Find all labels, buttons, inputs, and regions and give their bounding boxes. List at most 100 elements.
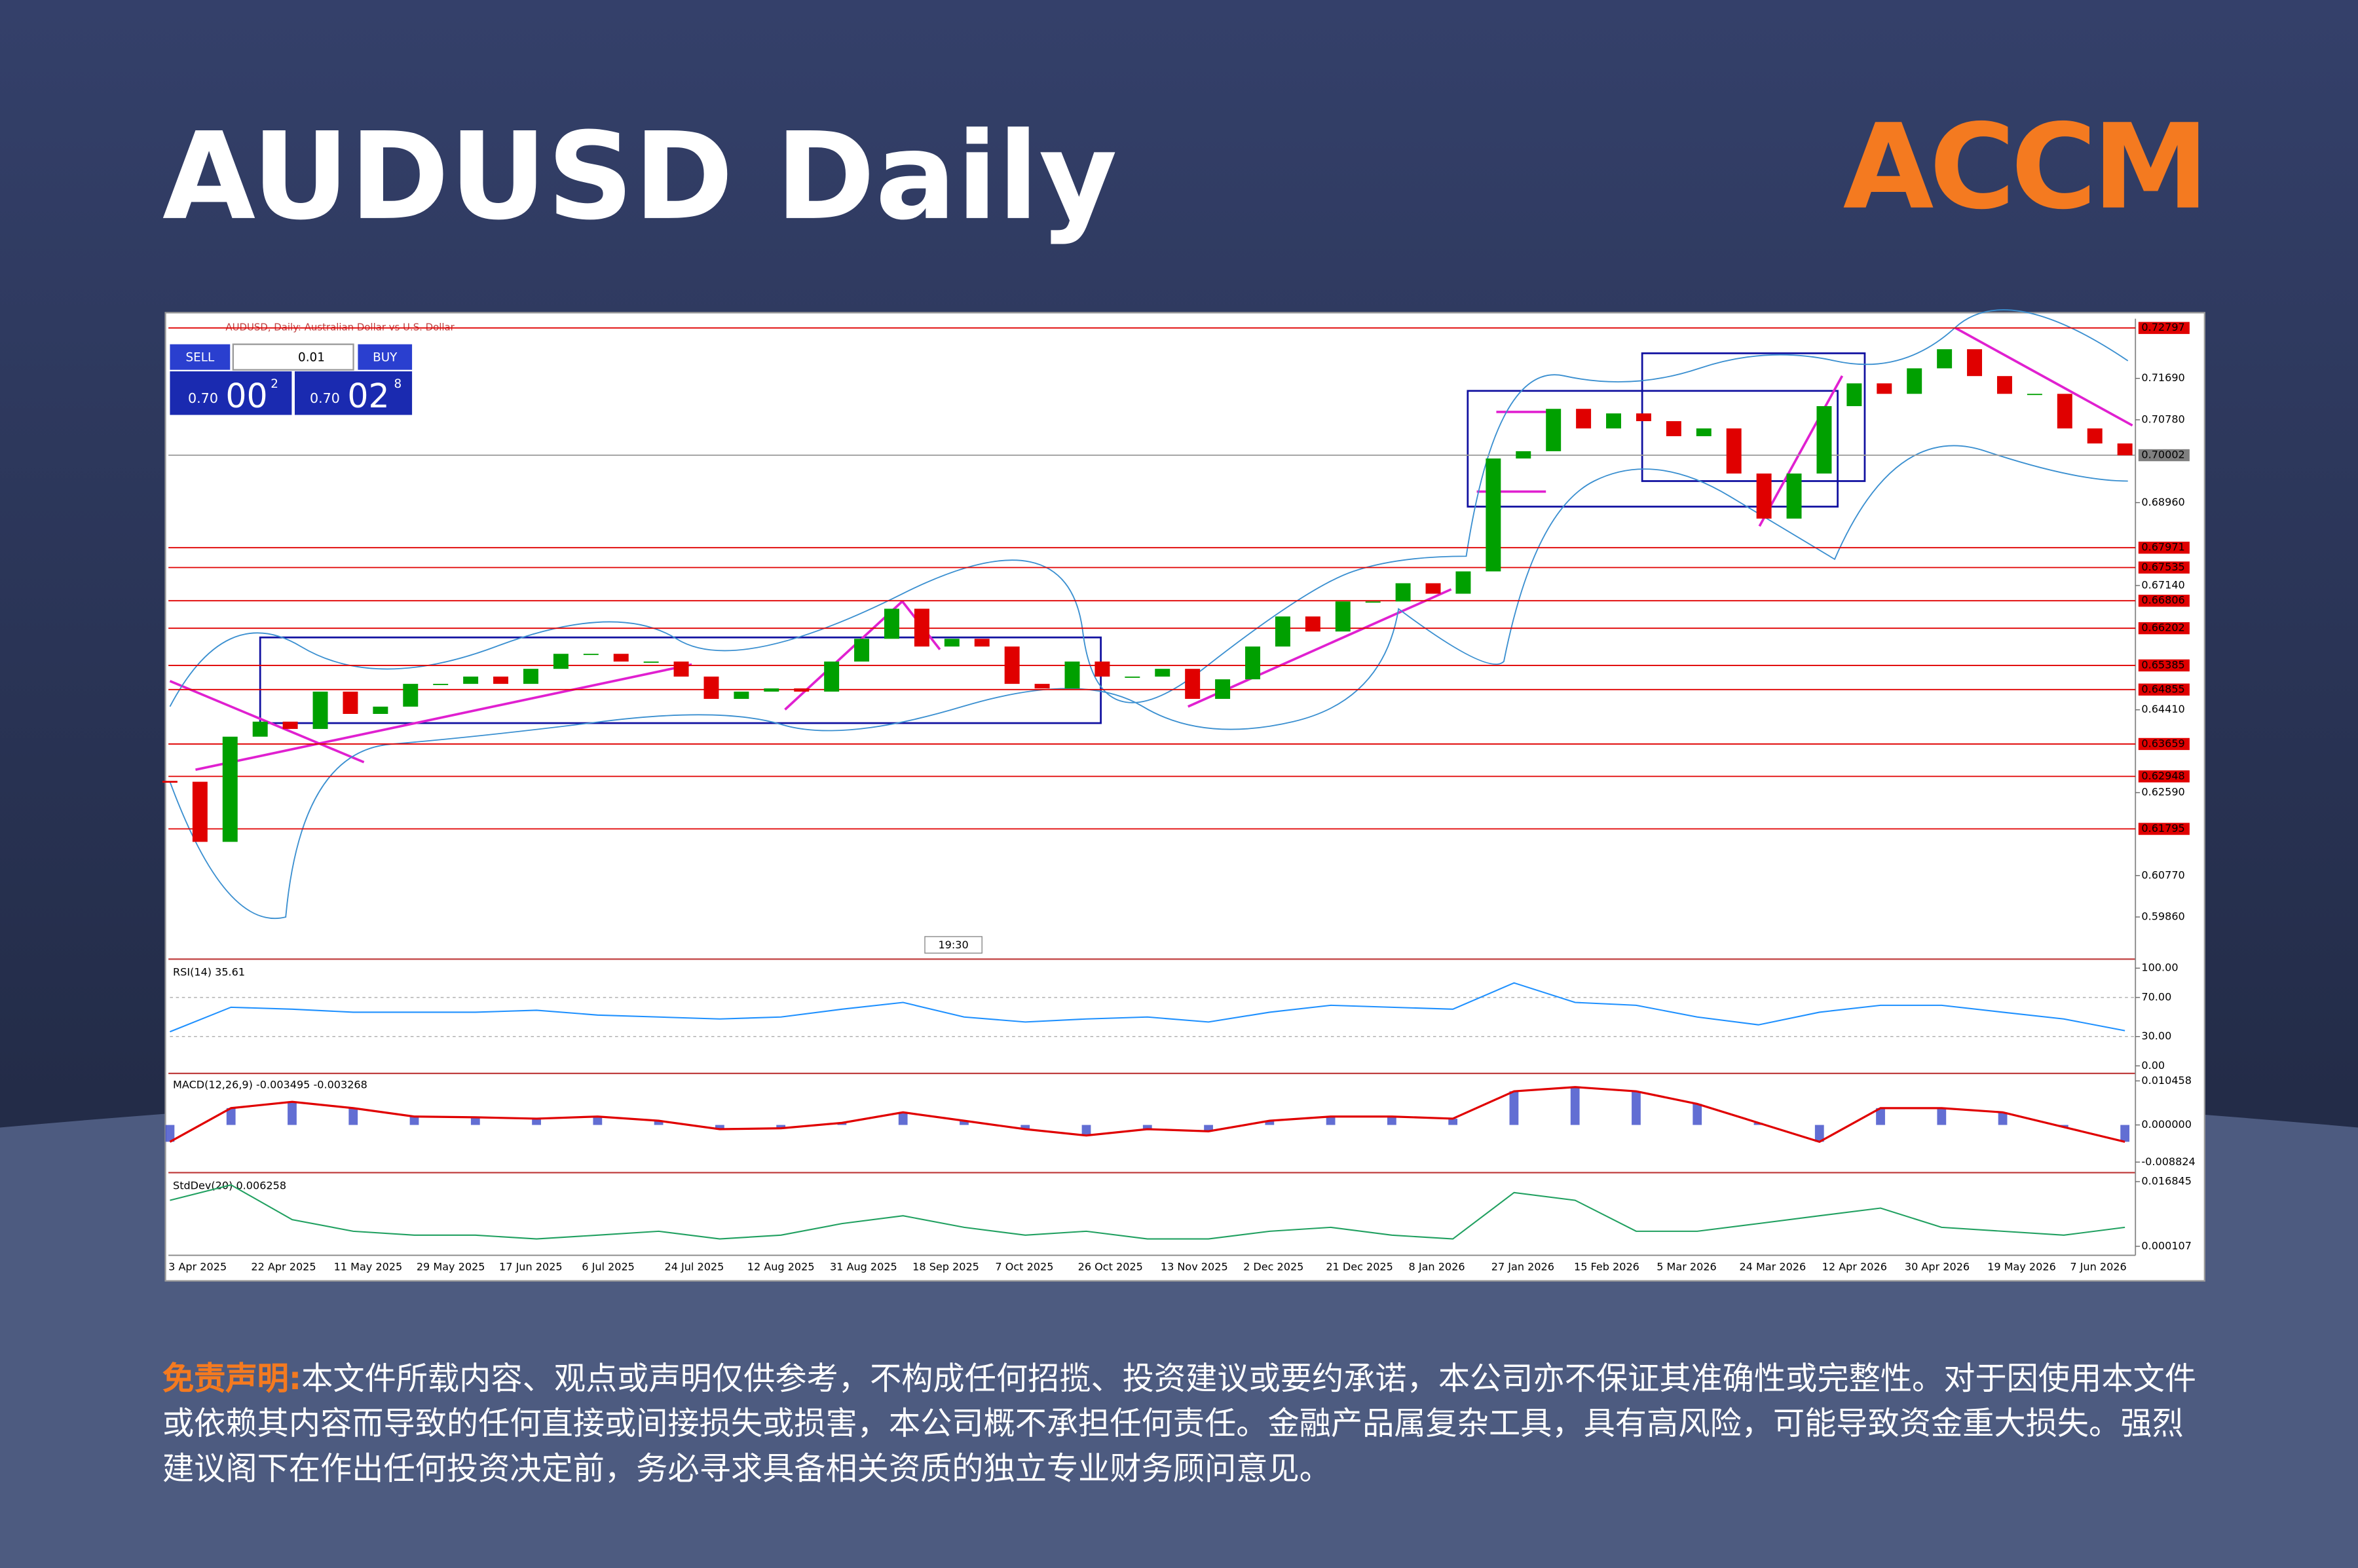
trade-panel: SELL 0.01 BUY 0.70 00 2 0.70 02 8	[170, 343, 413, 415]
level-label-box	[2138, 322, 2190, 334]
level-label: 0.66202	[2141, 622, 2184, 634]
ask-big: 02	[347, 377, 389, 415]
candle	[1606, 413, 1621, 429]
indicator-title: RSI(14) 35.61	[173, 966, 245, 979]
candle	[1846, 383, 1862, 407]
level-label-box	[2138, 737, 2190, 751]
candle	[1756, 473, 1772, 519]
range-box	[1467, 390, 1839, 508]
candle	[1365, 601, 1381, 603]
indicator-title: MACD(12,26,9) -0.003495 -0.003268	[173, 1079, 367, 1091]
buy-button[interactable]	[358, 344, 413, 370]
range-box	[259, 636, 1102, 724]
indicator-line	[170, 1184, 2125, 1240]
candle	[252, 721, 268, 737]
x-tick-label: 29 May 2025	[417, 1260, 485, 1273]
level-label-box	[2138, 823, 2190, 835]
macd-bar	[1876, 1108, 1885, 1125]
macd-bar	[1448, 1118, 1458, 1125]
candle	[1967, 349, 1983, 377]
candle	[824, 662, 840, 692]
upper-band	[169, 309, 2129, 707]
macd-bar	[1998, 1112, 2008, 1125]
y-tick-label: 70.00	[2141, 990, 2171, 1003]
candle	[1907, 368, 1922, 394]
x-tick-label: 2 Dec 2025	[1243, 1260, 1303, 1273]
candle	[1395, 583, 1411, 602]
macd-bar	[1509, 1091, 1519, 1125]
level-label: 0.72797	[2141, 321, 2184, 333]
candle	[944, 639, 960, 647]
candle	[1455, 571, 1471, 594]
macd-bar	[1387, 1116, 1396, 1125]
current-price-box	[2138, 449, 2190, 462]
x-tick-label: 12 Aug 2025	[747, 1260, 815, 1273]
level-label: 0.61795	[2141, 822, 2184, 834]
x-tick-label: 8 Jan 2026	[1409, 1260, 1465, 1273]
x-tick-label: 7 Oct 2025	[995, 1260, 1053, 1273]
trend-line	[169, 680, 365, 764]
macd-bar	[1081, 1125, 1091, 1136]
candle	[553, 654, 569, 669]
x-tick-label: 21 Dec 2025	[1326, 1260, 1393, 1273]
disclaimer-box: 免责声明:本文件所载内容、观点或声明仅供参考，不构成任何招揽、投资建议或要约承诺…	[162, 1356, 2207, 1491]
level-label-box	[2138, 659, 2190, 672]
disclaimer: 免责声明:本文件所载内容、观点或声明仅供参考，不构成任何招揽、投资建议或要约承诺…	[162, 1356, 2207, 1491]
macd-bar	[1937, 1108, 1947, 1125]
candle	[1275, 616, 1290, 647]
lower-band	[169, 445, 2128, 920]
candle	[1576, 409, 1592, 429]
candle	[2117, 443, 2133, 456]
volume-field[interactable]	[232, 343, 354, 371]
candle	[1245, 646, 1260, 680]
macd-bar	[532, 1118, 541, 1125]
candle	[282, 721, 298, 729]
level-label: 0.64855	[2141, 682, 2184, 695]
candle	[1516, 451, 1531, 459]
y-tick-label: 0.62590	[2141, 786, 2184, 798]
candle	[1425, 583, 1441, 594]
sell-label: SELL	[185, 350, 214, 364]
x-tick-label: 18 Sep 2025	[912, 1260, 979, 1273]
macd-bar	[348, 1108, 358, 1125]
macd-bar	[715, 1125, 724, 1129]
candle	[192, 781, 208, 842]
y-tick-label: -0.008824	[2141, 1155, 2195, 1168]
bid-box[interactable]	[170, 371, 292, 415]
level-label: 0.67535	[2141, 561, 2184, 573]
candle	[343, 691, 358, 714]
candle	[222, 736, 238, 842]
y-tick-label: 0.68960	[2141, 496, 2184, 508]
time-marker: 19:30	[938, 939, 968, 951]
candle	[1486, 458, 1501, 572]
macd-bar	[1570, 1087, 1580, 1125]
candle	[312, 691, 328, 729]
candle	[764, 688, 779, 692]
candle	[1185, 669, 1201, 700]
macd-bar	[776, 1125, 786, 1129]
macd-bar	[654, 1121, 664, 1125]
indicator-line	[170, 982, 2125, 1033]
y-tick-label: 0.70780	[2141, 413, 2184, 425]
candle	[1996, 376, 2012, 394]
sell-button[interactable]	[170, 344, 231, 370]
y-tick-label: 30.00	[2141, 1030, 2171, 1042]
disclaimer-label: 免责声明:	[162, 1360, 302, 1397]
candle	[1034, 684, 1050, 689]
x-tick-label: 30 Apr 2026	[1905, 1260, 1970, 1273]
level-label-box	[2138, 622, 2190, 635]
macd-bar	[1020, 1125, 1030, 1129]
candle	[2057, 394, 2072, 429]
candle	[703, 676, 719, 700]
ask-box[interactable]	[295, 371, 413, 415]
y-tick-label: 0.67140	[2141, 578, 2184, 591]
candle	[403, 684, 419, 707]
candle	[1786, 473, 1802, 519]
level-label-box	[2138, 683, 2190, 696]
buy-label: BUY	[373, 350, 398, 364]
candle	[1095, 662, 1110, 677]
candle	[1546, 409, 1562, 451]
y-tick-label: 0.000000	[2141, 1118, 2192, 1130]
macd-bar	[226, 1108, 236, 1125]
